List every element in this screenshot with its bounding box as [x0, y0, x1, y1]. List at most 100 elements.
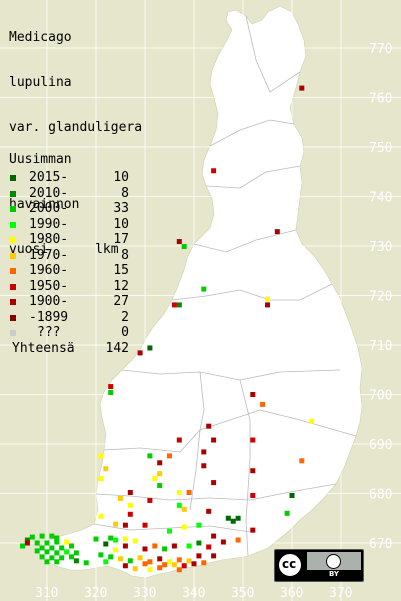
observation-marker	[157, 471, 163, 477]
observation-marker	[162, 546, 168, 552]
observation-marker	[44, 559, 50, 565]
observation-marker	[49, 555, 55, 561]
observation-marker	[152, 476, 158, 482]
observation-marker	[108, 390, 114, 396]
observation-marker	[98, 513, 104, 519]
observation-marker	[103, 559, 109, 565]
observation-marker	[113, 537, 119, 543]
observation-marker	[196, 540, 202, 546]
cc-by-license-badge[interactable]: cc BY	[274, 549, 364, 582]
observation-marker	[49, 545, 55, 551]
observation-marker	[201, 449, 207, 455]
legend-label: 1960-	[29, 263, 69, 278]
observation-marker	[54, 539, 60, 545]
observation-marker	[157, 483, 163, 489]
observation-marker	[122, 522, 128, 528]
observation-marker	[250, 468, 256, 474]
legend-label: 2000-	[29, 201, 69, 216]
legend-swatch	[10, 283, 16, 290]
observation-markers	[20, 85, 315, 573]
observation-marker	[250, 437, 256, 443]
observation-marker	[64, 539, 70, 545]
observation-marker	[176, 567, 182, 573]
legend-count: 0	[121, 325, 129, 340]
observation-marker	[142, 546, 148, 552]
x-axis-label: 360	[280, 586, 303, 601]
observation-marker	[167, 559, 172, 565]
observation-marker	[118, 556, 123, 562]
x-axis-label: 370	[329, 586, 352, 601]
observation-marker	[118, 495, 123, 501]
observation-marker	[132, 538, 138, 544]
y-axis-label: 670	[369, 537, 392, 552]
legend-swatch	[10, 190, 16, 197]
observation-marker	[289, 492, 295, 498]
observation-marker	[250, 492, 256, 498]
attribution-person-icon	[326, 554, 341, 569]
observation-marker	[54, 535, 60, 541]
observation-marker	[147, 497, 153, 503]
y-axis-label: 750	[369, 141, 392, 156]
observation-marker	[196, 553, 202, 559]
observation-marker	[211, 168, 217, 174]
observation-marker	[186, 558, 192, 564]
legend-swatch	[10, 330, 16, 336]
observation-marker	[176, 437, 182, 443]
observation-marker	[152, 543, 158, 549]
observation-marker	[108, 554, 114, 560]
province-borders	[93, 15, 357, 557]
observation-marker	[127, 511, 133, 517]
observation-marker	[39, 554, 45, 560]
y-axis-label: 710	[369, 339, 392, 354]
legend-total-label: Yhteensä	[12, 340, 75, 356]
observation-marker	[108, 535, 114, 541]
observation-marker	[20, 543, 25, 549]
legend-heading-line: Uusimman	[9, 152, 72, 167]
observation-marker	[113, 547, 119, 553]
legend-label: ???	[37, 325, 61, 340]
legend-swatch	[10, 175, 16, 181]
legend-swatch	[10, 221, 16, 228]
province-border	[121, 369, 341, 381]
cc-text: cc	[282, 557, 297, 571]
observation-marker	[235, 515, 241, 521]
legend-swatch	[10, 237, 16, 243]
observation-marker	[181, 563, 187, 569]
legend-count: 15	[113, 263, 129, 278]
observation-marker	[171, 562, 177, 568]
observation-marker	[167, 453, 172, 459]
observation-marker	[274, 229, 280, 235]
y-axis-label: 740	[369, 191, 392, 206]
province-border	[93, 523, 251, 533]
observation-marker	[108, 384, 114, 390]
legend-swatch	[10, 314, 16, 321]
observation-marker	[176, 239, 182, 245]
province-border	[245, 15, 301, 93]
legend-count: 33	[113, 201, 129, 216]
observation-marker	[181, 524, 187, 530]
observation-marker	[73, 558, 79, 564]
province-border	[239, 379, 251, 557]
observation-marker	[98, 552, 104, 558]
y-axis-label: 690	[369, 438, 392, 453]
observation-marker	[299, 458, 305, 464]
legend-count: 8	[121, 185, 129, 201]
observation-marker	[201, 560, 207, 566]
observation-marker	[44, 549, 50, 555]
observation-marker	[122, 536, 128, 542]
observation-marker	[265, 302, 270, 308]
legend-count: 12	[113, 278, 129, 294]
observation-marker	[98, 476, 104, 482]
observation-marker	[137, 555, 143, 561]
observation-marker	[54, 550, 60, 556]
observation-marker	[220, 539, 226, 545]
observation-marker	[103, 541, 109, 547]
y-axis-label: 730	[369, 240, 392, 255]
observation-marker	[98, 453, 104, 459]
legend-label: 1990-	[29, 216, 69, 232]
observation-marker	[39, 545, 45, 551]
legend-heading-line: havainnon	[9, 197, 80, 212]
attribution-block: BY	[307, 552, 361, 579]
legend-count: 8	[121, 247, 129, 263]
